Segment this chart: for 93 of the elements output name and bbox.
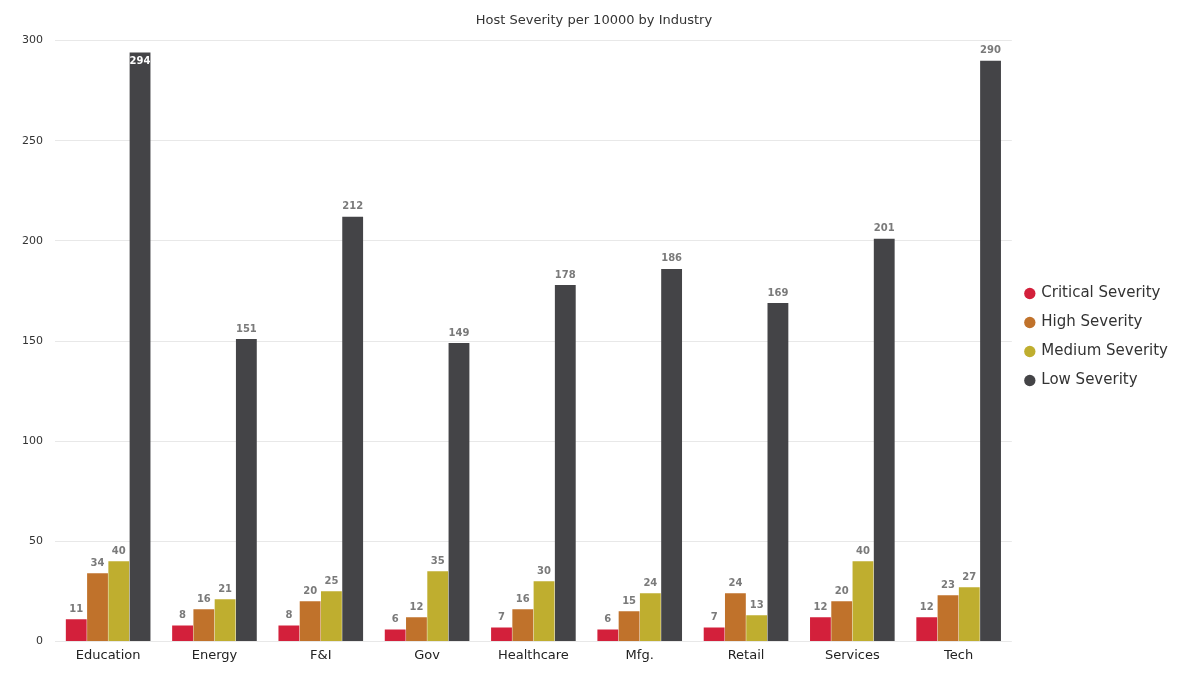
- bar: [916, 617, 938, 641]
- x-tick-label: Retail: [727, 646, 765, 662]
- x-tick-label: Energy: [191, 646, 238, 662]
- data-label: 16: [515, 592, 530, 604]
- x-tick-label: Healthcare: [497, 646, 569, 662]
- x-tick-label: Gov: [414, 646, 441, 662]
- y-tick-label: 200: [22, 233, 43, 247]
- bar: [810, 617, 831, 641]
- data-label: 7: [498, 610, 506, 622]
- bar: [214, 599, 236, 641]
- data-label: 25: [324, 574, 339, 586]
- data-label: 11: [69, 602, 84, 614]
- data-label: 212: [342, 200, 364, 212]
- data-label: 7: [710, 610, 718, 622]
- bar: [406, 617, 427, 641]
- bar: [980, 60, 1001, 641]
- data-label: 6: [391, 612, 399, 624]
- x-tick-label: Services: [824, 646, 880, 662]
- legend-label: Critical Severity: [1041, 283, 1161, 302]
- data-label: 290: [980, 44, 1002, 56]
- data-label: 24: [728, 576, 743, 588]
- bar: [65, 619, 87, 641]
- bar: [554, 284, 576, 641]
- x-tick-label: Mfg.: [625, 646, 654, 662]
- bar: [278, 625, 300, 641]
- bar: [724, 593, 746, 641]
- data-label: 16: [196, 592, 211, 604]
- y-tick-label: 100: [22, 433, 43, 447]
- bar: [746, 615, 768, 641]
- data-label: 186: [661, 252, 683, 264]
- data-label: 21: [218, 582, 233, 594]
- bar: [491, 627, 512, 641]
- data-label: 40: [111, 544, 126, 556]
- data-label: 15: [622, 594, 637, 606]
- data-label: 40: [856, 544, 870, 556]
- data-label: 8: [285, 608, 293, 620]
- bar: [831, 601, 853, 641]
- bar: [873, 238, 895, 641]
- bar: [852, 561, 874, 641]
- data-label: 12: [409, 600, 424, 612]
- bar: [618, 611, 640, 641]
- data-label: 169: [767, 286, 789, 298]
- data-label: 8: [179, 608, 187, 620]
- legend-label: High Severity: [1041, 312, 1143, 331]
- data-label: 12: [813, 600, 828, 612]
- bar: [937, 595, 959, 641]
- data-label: 27: [962, 570, 977, 582]
- legend-label: Medium Severity: [1041, 341, 1169, 360]
- data-label: 149: [448, 326, 470, 338]
- bar: [533, 581, 555, 641]
- bar: [342, 216, 364, 641]
- bar: [448, 343, 470, 641]
- bar: [661, 268, 683, 641]
- data-label: 30: [537, 564, 552, 576]
- bar: [384, 629, 406, 641]
- data-label: 151: [235, 322, 257, 334]
- bar: [703, 627, 725, 641]
- chart-title: Host Severity per 10000 by Industry: [475, 12, 713, 28]
- data-label: 34: [90, 556, 105, 568]
- data-label: 178: [554, 268, 576, 280]
- bar: [512, 609, 534, 641]
- bar: [172, 625, 193, 641]
- data-label: 12: [919, 600, 934, 612]
- bar: [639, 593, 661, 641]
- bar: [320, 591, 342, 641]
- data-label: 23: [941, 578, 956, 590]
- data-label: 24: [643, 576, 658, 588]
- bar: [427, 571, 449, 641]
- bar: [235, 339, 257, 641]
- bar: [299, 601, 321, 641]
- data-label: 6: [604, 612, 612, 624]
- bar: [108, 561, 130, 641]
- bar: [193, 609, 215, 641]
- data-label: 201: [873, 222, 895, 234]
- data-label: 13: [749, 598, 764, 610]
- y-tick-label: 150: [22, 333, 43, 347]
- data-label: 294: [129, 55, 151, 67]
- data-label: 35: [430, 554, 445, 566]
- y-tick-label: 300: [22, 33, 43, 47]
- legend-label: Low Severity: [1041, 370, 1138, 389]
- x-tick-label: Tech: [943, 646, 974, 662]
- x-tick-label: F&I: [310, 646, 332, 662]
- bar: [87, 573, 108, 641]
- y-tick-label: 0: [36, 634, 43, 648]
- bar: [597, 629, 619, 641]
- x-tick-label: Education: [75, 646, 141, 662]
- bar: [767, 302, 789, 641]
- bar: [958, 587, 980, 641]
- data-label: 20: [303, 584, 318, 596]
- y-tick-label: 50: [29, 534, 43, 548]
- bar: [129, 52, 151, 641]
- y-tick-label: 250: [22, 133, 43, 147]
- data-label: 20: [834, 584, 849, 596]
